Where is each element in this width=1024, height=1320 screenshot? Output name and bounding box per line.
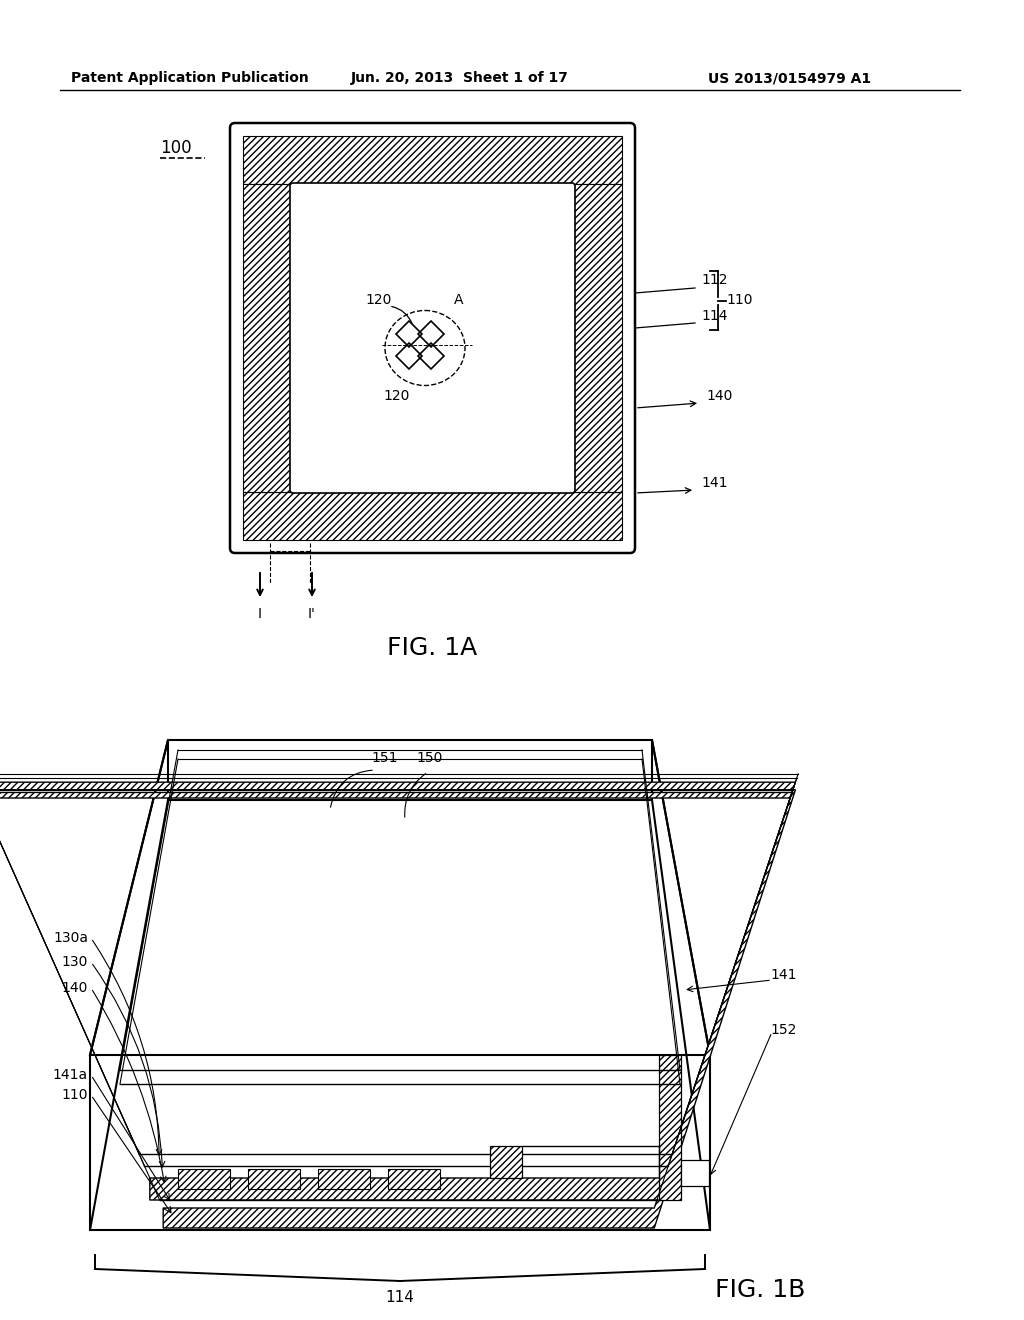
- Text: A: A: [455, 293, 464, 308]
- Text: 114: 114: [386, 1290, 415, 1304]
- Text: 141: 141: [770, 968, 797, 982]
- Text: 110: 110: [61, 1088, 88, 1102]
- Text: 140: 140: [707, 389, 733, 403]
- Text: I: I: [258, 607, 262, 620]
- Polygon shape: [248, 1170, 300, 1189]
- Text: 130a: 130a: [53, 931, 88, 945]
- Text: Jun. 20, 2013  Sheet 1 of 17: Jun. 20, 2013 Sheet 1 of 17: [351, 71, 569, 84]
- Polygon shape: [388, 1170, 440, 1189]
- Text: I': I': [308, 607, 316, 620]
- Bar: [243, 492, 622, 540]
- Bar: [243, 136, 622, 183]
- Polygon shape: [0, 783, 796, 1200]
- Text: 150: 150: [417, 751, 443, 766]
- Polygon shape: [0, 792, 792, 1228]
- Bar: [574, 183, 622, 492]
- Text: 120: 120: [366, 293, 392, 308]
- Text: FIG. 1B: FIG. 1B: [715, 1278, 805, 1302]
- Text: 151: 151: [372, 751, 398, 766]
- FancyBboxPatch shape: [230, 123, 635, 553]
- FancyBboxPatch shape: [290, 183, 575, 492]
- Polygon shape: [178, 1170, 230, 1189]
- Text: 141a: 141a: [53, 1068, 88, 1082]
- Text: Patent Application Publication: Patent Application Publication: [71, 71, 309, 84]
- Text: 141: 141: [701, 477, 728, 490]
- Text: 120: 120: [384, 389, 411, 403]
- Text: 130: 130: [61, 954, 88, 969]
- Text: FIG. 1A: FIG. 1A: [387, 636, 477, 660]
- Polygon shape: [318, 1170, 370, 1189]
- Bar: [243, 183, 291, 492]
- Text: 100: 100: [160, 139, 191, 157]
- Text: 152: 152: [770, 1023, 797, 1038]
- Text: 114: 114: [701, 309, 728, 323]
- Text: 112: 112: [701, 273, 728, 286]
- Text: US 2013/0154979 A1: US 2013/0154979 A1: [709, 71, 871, 84]
- Bar: [681, 1160, 710, 1185]
- Bar: [659, 1055, 681, 1200]
- Text: 110: 110: [727, 293, 754, 308]
- Bar: [490, 1146, 522, 1177]
- Text: 140: 140: [61, 981, 88, 995]
